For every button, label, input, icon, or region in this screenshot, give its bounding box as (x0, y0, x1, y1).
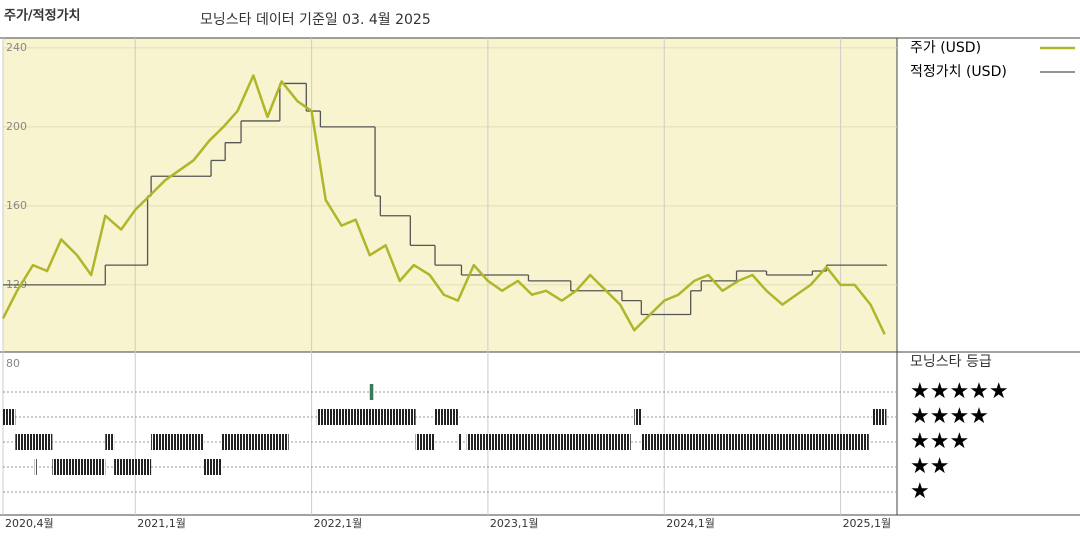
rating-label: ★★ (910, 454, 949, 479)
rating-label: ★★★★ (910, 404, 989, 429)
chart-title: 주가/적정가치 (4, 8, 81, 24)
rating-bar (114, 459, 152, 475)
rating-bar (52, 459, 106, 475)
rating-label: ★★★ (910, 429, 969, 454)
rating-bar (3, 409, 16, 425)
rating-bar (316, 409, 416, 425)
rating-bar (872, 409, 887, 425)
rating-bar (204, 459, 222, 475)
legend-label: 적정가치 (USD) (910, 64, 1007, 80)
x-tick-label: 2023,1월 (490, 517, 539, 530)
x-tick-label: 2020,4월 (5, 517, 54, 530)
rating-bar (634, 409, 642, 425)
x-tick-label: 2021,1월 (137, 517, 186, 530)
rating-bar (435, 409, 458, 425)
rating-bar (415, 434, 436, 450)
rating-bar (15, 434, 53, 450)
y-tick-label: 240 (6, 41, 27, 54)
x-tick-label: 2022,1월 (314, 517, 363, 530)
rating-title: 모닝스타 등급 (910, 354, 992, 370)
rating-label: ★ (910, 479, 930, 504)
x-tick-label: 2025,1월 (843, 517, 892, 530)
price-line (1, 74, 886, 335)
rating-bar (105, 434, 115, 450)
legend-label: 주가 (USD) (910, 40, 981, 56)
rating-bar (457, 434, 462, 450)
rating-bar (369, 384, 374, 400)
y-tick-label: 160 (6, 199, 27, 212)
rating-label: ★★★★★ (910, 379, 1009, 404)
fair-value-end (885, 264, 888, 266)
rating-bar (151, 434, 205, 450)
y-tick-label: 200 (6, 120, 27, 133)
rating-bar (466, 434, 631, 450)
plot-background (3, 38, 897, 352)
x-tick-label: 2024,1월 (666, 517, 715, 530)
chart-subtitle: 모닝스타 데이터 기준일 03. 4월 2025 (200, 12, 431, 28)
rating-bar (641, 434, 869, 450)
rating-bar (221, 434, 289, 450)
rating-bar (34, 459, 37, 475)
rating-axis-label: 80 (6, 357, 20, 370)
